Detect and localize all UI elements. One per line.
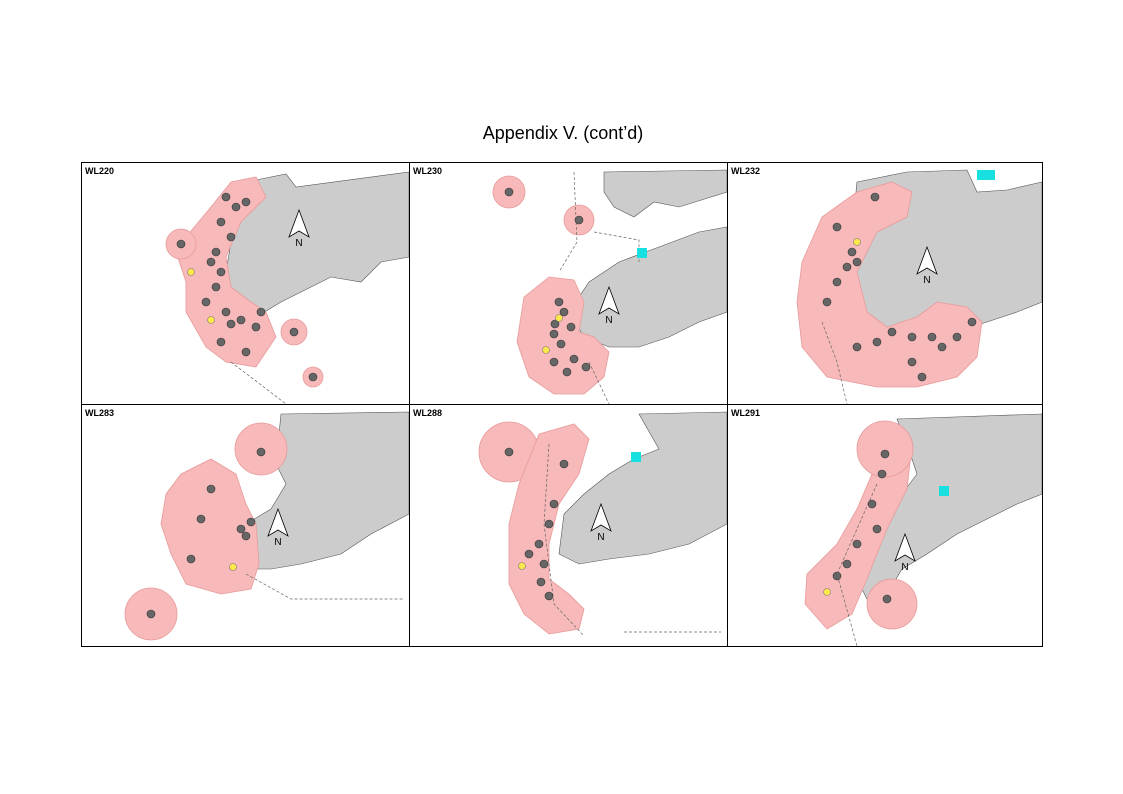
map-panel: N WL220 xyxy=(85,166,410,405)
map-panel: N WL288 xyxy=(413,408,728,637)
panel-label: WL291 xyxy=(731,408,760,418)
map-panel: N WL230 xyxy=(413,166,728,405)
north-label: N xyxy=(923,275,930,286)
map-panel: N WL232 xyxy=(731,166,1043,405)
north-label: N xyxy=(295,238,302,249)
panel-label: WL220 xyxy=(85,166,114,176)
map-panel: N WL291 xyxy=(731,408,1043,647)
panel-label: WL232 xyxy=(731,166,760,176)
panel-label: WL288 xyxy=(413,408,442,418)
north-label: N xyxy=(605,315,612,326)
map-panel: N WL283 xyxy=(85,408,410,641)
north-label: N xyxy=(597,532,604,543)
panel-frame xyxy=(81,162,1043,647)
north-label: N xyxy=(274,537,281,548)
panel-label: WL230 xyxy=(413,166,442,176)
panel-label: WL283 xyxy=(85,408,114,418)
north-label: N xyxy=(901,562,908,573)
page-title: Appendix V. (cont’d) xyxy=(483,123,643,143)
